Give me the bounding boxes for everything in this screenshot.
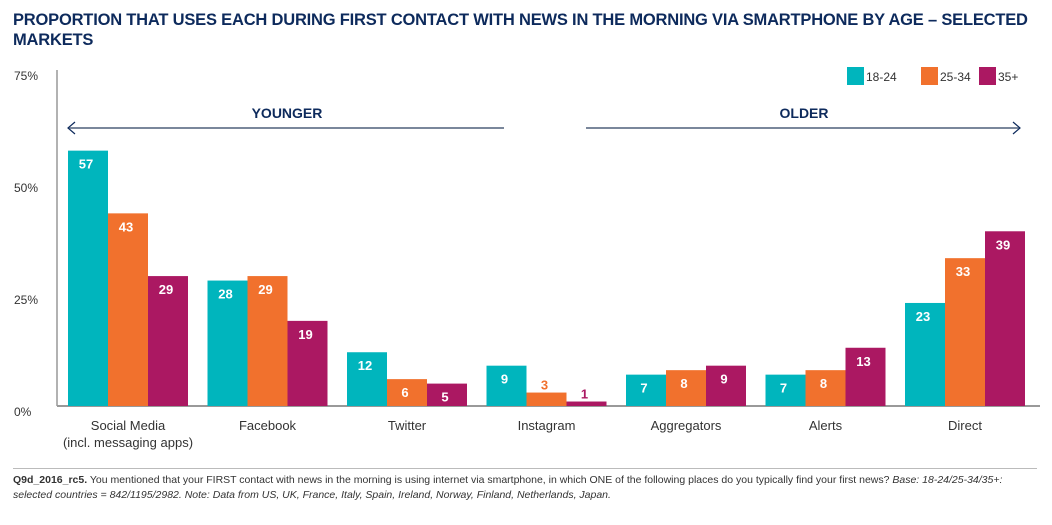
footnote: Q9d_2016_rc5. You mentioned that your FI…	[13, 473, 1043, 503]
x-tick-label: Facebook	[239, 418, 297, 433]
bar-18-24	[68, 150, 108, 406]
legend-label: 18-24	[866, 70, 897, 84]
y-tick-label: 75%	[14, 69, 38, 83]
younger-arrow-head-icon	[67, 121, 76, 135]
older-arrow-head-icon	[1012, 121, 1021, 135]
x-tick-label: Social Media	[91, 418, 166, 433]
data-label: 3	[541, 378, 548, 393]
data-label: 9	[720, 372, 727, 387]
footnote-question: You mentioned that your FIRST contact wi…	[87, 474, 893, 486]
x-tick-label: Twitter	[388, 418, 427, 433]
chart-title: PROPORTION THAT USES EACH DURING FIRST C…	[13, 11, 1028, 49]
data-label: 43	[119, 219, 133, 234]
bar-35+	[287, 320, 328, 406]
bar-18-24	[486, 365, 527, 406]
y-tick-label: 25%	[14, 293, 38, 307]
footnote-base: Base: 18-24/25-34/35+: selected countrie…	[13, 474, 1003, 501]
bar-18-24	[347, 352, 387, 406]
legend-label: 25-34	[940, 70, 971, 84]
data-label: 1	[581, 387, 588, 402]
data-label: 13	[856, 354, 870, 369]
x-tick-label: Aggregators	[651, 418, 722, 433]
bar-35+	[985, 231, 1025, 406]
bar-25-34	[247, 276, 288, 406]
bar-25-34	[945, 258, 985, 406]
data-label: 5	[441, 390, 448, 405]
bar-35+	[148, 276, 188, 406]
x-tick-label: Alerts	[809, 418, 843, 433]
bar-35+	[706, 365, 746, 406]
bar-25-34	[387, 379, 427, 406]
data-label: 29	[258, 282, 272, 297]
footnote-code: Q9d_2016_rc5.	[13, 474, 88, 486]
legend-label: 35+	[998, 70, 1018, 84]
data-label: 29	[159, 282, 173, 297]
bar-35+	[566, 401, 607, 406]
data-label: 8	[680, 376, 687, 391]
bar-18-24	[765, 374, 806, 406]
data-label: 23	[916, 309, 930, 324]
data-label: 57	[79, 157, 93, 172]
bar-25-34	[666, 370, 706, 406]
data-label: 39	[996, 237, 1010, 252]
data-label: 28	[218, 287, 232, 302]
older-label: OLDER	[780, 105, 829, 121]
bar-25-34	[108, 213, 148, 406]
data-label: 7	[640, 381, 647, 396]
bar-35+	[845, 347, 886, 406]
data-label: 33	[956, 264, 970, 279]
legend-swatch-25-34	[921, 67, 938, 85]
legend-swatch-18-24	[847, 67, 864, 85]
legend-swatch-35+	[979, 67, 996, 85]
bar-18-24	[626, 374, 666, 406]
x-tick-label: Instagram	[518, 418, 576, 433]
data-label: 19	[298, 327, 312, 342]
bar-18-24	[207, 280, 248, 406]
x-tick-label: Direct	[948, 418, 982, 433]
x-tick-label: (incl. messaging apps)	[63, 435, 193, 450]
bar-25-34	[805, 370, 846, 406]
data-label: 7	[780, 381, 787, 396]
bar-35+	[427, 383, 467, 406]
bar-18-24	[905, 302, 945, 406]
bar-25-34	[526, 392, 567, 406]
footnote-divider	[13, 468, 1037, 469]
data-label: 12	[358, 358, 372, 373]
younger-label: YOUNGER	[252, 105, 323, 121]
y-tick-label: 0%	[14, 405, 32, 419]
y-tick-label: 50%	[14, 181, 38, 195]
data-label: 6	[401, 385, 408, 400]
data-label: 8	[820, 376, 827, 391]
data-label: 9	[501, 372, 508, 387]
